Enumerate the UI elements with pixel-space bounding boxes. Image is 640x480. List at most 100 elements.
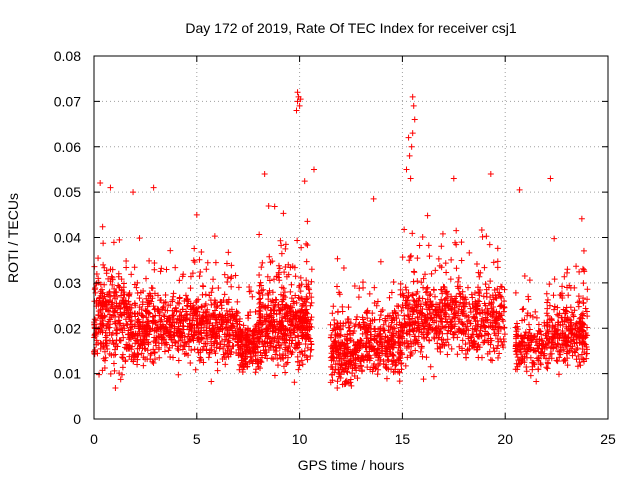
y-tick-label: 0.04: [54, 230, 81, 246]
data-point: [265, 291, 272, 298]
data-point: [584, 296, 591, 303]
data-point: [228, 306, 235, 313]
data-point: [342, 320, 349, 327]
data-point: [575, 352, 582, 359]
data-point: [257, 299, 264, 306]
data-point: [396, 335, 403, 342]
data-point: [459, 288, 466, 295]
data-point: [284, 318, 291, 325]
data-point: [369, 346, 376, 353]
data-point: [489, 320, 496, 327]
data-point: [208, 289, 215, 296]
data-point: [487, 170, 494, 177]
data-point: [398, 349, 405, 356]
x-tick-label: 25: [600, 431, 616, 447]
data-point: [338, 356, 345, 363]
data-point: [269, 322, 276, 329]
data-point: [494, 335, 501, 342]
data-point: [342, 378, 349, 385]
data-point: [426, 337, 433, 344]
data-point: [536, 341, 543, 348]
data-point: [397, 280, 404, 287]
data-point: [144, 324, 151, 331]
data-point: [416, 242, 423, 249]
data-point: [243, 331, 250, 338]
data-point: [383, 365, 390, 372]
data-point: [443, 294, 450, 301]
data-point: [329, 377, 336, 384]
data-point: [448, 345, 455, 352]
data-point: [499, 342, 506, 349]
data-point: [415, 328, 422, 335]
data-point: [575, 303, 582, 310]
data-point: [160, 312, 167, 319]
data-point: [175, 357, 182, 364]
data-point: [552, 333, 559, 340]
data-point: [413, 290, 420, 297]
data-point: [134, 361, 141, 368]
data-point: [110, 239, 117, 246]
data-point: [581, 268, 588, 275]
data-point: [487, 356, 494, 363]
data-point: [117, 306, 124, 313]
data-point: [451, 314, 458, 321]
data-point: [282, 352, 289, 359]
data-point: [351, 282, 358, 289]
data-point: [170, 293, 177, 300]
data-point: [558, 292, 565, 299]
data-point: [153, 328, 160, 335]
data-point: [547, 351, 554, 358]
data-point: [564, 362, 571, 369]
data-point: [438, 286, 445, 293]
data-point: [163, 266, 170, 273]
data-point: [398, 307, 405, 314]
data-point: [494, 285, 501, 292]
data-point: [575, 293, 582, 300]
data-point: [359, 342, 366, 349]
data-point: [92, 331, 99, 338]
data-point: [121, 344, 128, 351]
data-point: [120, 284, 127, 291]
data-point: [581, 335, 588, 342]
data-point: [224, 279, 231, 286]
data-point: [111, 346, 118, 353]
data-point: [551, 303, 558, 310]
data-point: [488, 299, 495, 306]
data-point: [140, 340, 147, 347]
data-point: [383, 361, 390, 368]
data-point: [204, 318, 211, 325]
data-point: [295, 308, 302, 315]
data-point: [303, 240, 310, 247]
data-point: [294, 353, 301, 360]
data-point: [557, 351, 564, 358]
data-point: [302, 318, 309, 325]
data-point: [368, 331, 375, 338]
data-point: [482, 314, 489, 321]
data-point: [491, 286, 498, 293]
data-point: [103, 306, 110, 313]
data-point: [297, 96, 304, 103]
data-point: [479, 315, 486, 322]
data-point: [155, 332, 162, 339]
data-point: [495, 354, 502, 361]
data-point: [514, 326, 521, 333]
data-point: [135, 316, 142, 323]
data-point: [138, 350, 145, 357]
data-point: [539, 345, 546, 352]
data-point: [498, 302, 505, 309]
data-point: [203, 266, 210, 273]
data-point: [173, 319, 180, 326]
data-point: [145, 301, 152, 308]
data-point: [151, 260, 158, 267]
data-point: [409, 230, 416, 237]
data-point: [126, 291, 133, 298]
data-point: [198, 304, 205, 311]
data-point: [242, 361, 249, 368]
data-point: [501, 298, 508, 305]
data-point: [150, 346, 157, 353]
data-point: [456, 343, 463, 350]
data-point: [330, 345, 337, 352]
data-point: [127, 336, 134, 343]
chart-title: Day 172 of 2019, Rate Of TEC Index for r…: [185, 20, 516, 36]
data-point: [261, 339, 268, 346]
